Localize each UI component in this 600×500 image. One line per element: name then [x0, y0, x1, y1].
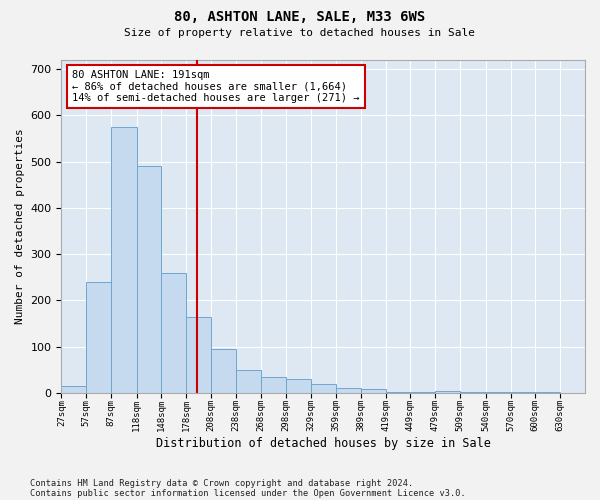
Bar: [361, 389, 386, 393]
Bar: [435, 390, 460, 393]
Bar: [535, 392, 560, 393]
Bar: [460, 392, 486, 393]
Bar: [187, 316, 211, 393]
Text: Size of property relative to detached houses in Sale: Size of property relative to detached ho…: [125, 28, 476, 38]
Bar: [111, 127, 137, 393]
Bar: [511, 392, 535, 393]
Text: 80 ASHTON LANE: 191sqm
← 86% of detached houses are smaller (1,664)
14% of semi-: 80 ASHTON LANE: 191sqm ← 86% of detached…: [72, 70, 359, 103]
Bar: [161, 272, 187, 393]
Text: 80, ASHTON LANE, SALE, M33 6WS: 80, ASHTON LANE, SALE, M33 6WS: [175, 10, 425, 24]
Bar: [486, 392, 511, 393]
Bar: [410, 392, 435, 393]
Bar: [286, 379, 311, 393]
Bar: [311, 384, 336, 393]
Bar: [261, 377, 286, 393]
Y-axis label: Number of detached properties: Number of detached properties: [15, 128, 25, 324]
Bar: [336, 388, 361, 393]
Bar: [86, 282, 111, 393]
Text: Contains public sector information licensed under the Open Government Licence v3: Contains public sector information licen…: [30, 488, 466, 498]
Text: Contains HM Land Registry data © Crown copyright and database right 2024.: Contains HM Land Registry data © Crown c…: [30, 478, 413, 488]
Bar: [236, 370, 261, 393]
X-axis label: Distribution of detached houses by size in Sale: Distribution of detached houses by size …: [156, 437, 491, 450]
Bar: [386, 392, 410, 393]
Bar: [137, 166, 161, 393]
Bar: [211, 349, 236, 393]
Bar: [61, 386, 86, 393]
